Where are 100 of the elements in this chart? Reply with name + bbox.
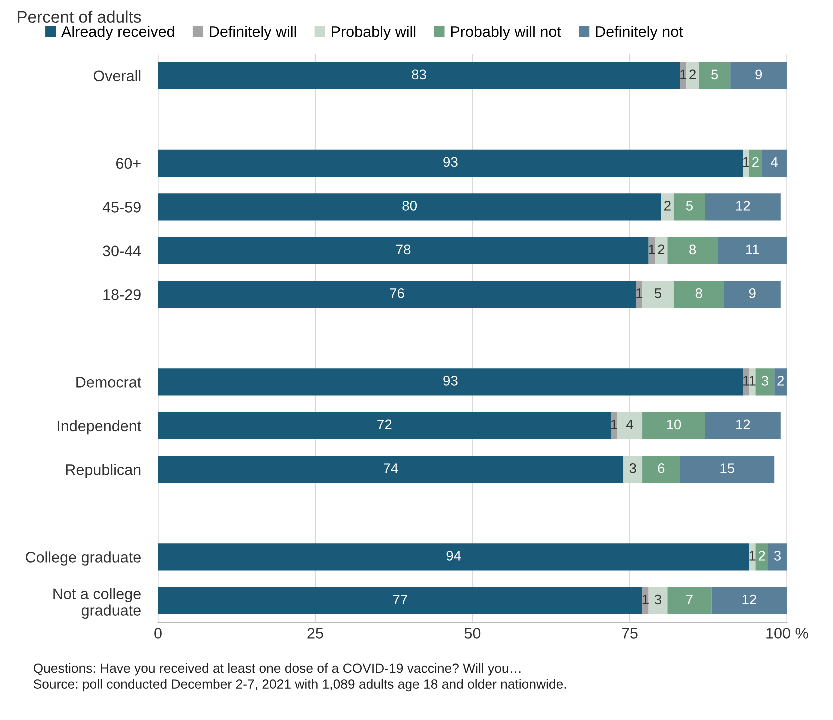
bar bbox=[158, 544, 750, 571]
data-label: 1 bbox=[744, 157, 750, 167]
data-label: 10 bbox=[667, 420, 682, 430]
data-label: 9 bbox=[749, 288, 756, 298]
data-label: 1 bbox=[636, 288, 643, 298]
bar bbox=[743, 368, 750, 396]
y-tick-label: Not a college graduate bbox=[54, 588, 141, 619]
data-label: 12 bbox=[736, 201, 750, 211]
bar bbox=[636, 281, 643, 308]
data-label: 3 bbox=[654, 594, 662, 605]
source-note: Source: poll conducted December 2-7, 2021 with 1,089 adults age 18 and older nationwide. bbox=[34, 679, 566, 692]
bar bbox=[680, 456, 775, 484]
bar bbox=[617, 412, 643, 440]
y-tick-label: 30-44 bbox=[103, 246, 142, 257]
data-label: 9 bbox=[756, 70, 762, 80]
data-label: 6 bbox=[658, 464, 665, 474]
bar bbox=[743, 150, 750, 177]
bar bbox=[724, 281, 781, 308]
bar bbox=[158, 456, 624, 484]
x-tick-label: 25 bbox=[308, 628, 324, 639]
y-tick-label: 45-59 bbox=[102, 202, 141, 213]
bar bbox=[158, 194, 662, 221]
data-label: 8 bbox=[696, 288, 702, 298]
y-tick-label: 18-29 bbox=[104, 290, 141, 300]
legend-label: Probably will not bbox=[451, 26, 562, 40]
bar bbox=[624, 456, 643, 484]
data-label: 5 bbox=[686, 201, 693, 211]
data-label: 94 bbox=[446, 551, 462, 561]
bar bbox=[158, 62, 680, 90]
legend-label: Definitely will bbox=[210, 26, 296, 40]
data-label: 72 bbox=[378, 420, 392, 430]
chart-subtitle: Percent of adults bbox=[18, 10, 142, 24]
bar bbox=[705, 412, 781, 440]
bar bbox=[158, 237, 649, 264]
data-label: 80 bbox=[402, 201, 418, 211]
y-tick-label: Overall bbox=[94, 70, 141, 82]
bar bbox=[774, 368, 788, 396]
bar bbox=[648, 587, 668, 614]
data-label: 12 bbox=[736, 420, 750, 430]
bar bbox=[756, 544, 768, 571]
data-label: 3 bbox=[774, 551, 782, 561]
data-label: 77 bbox=[393, 594, 408, 605]
data-label: 2 bbox=[758, 551, 766, 561]
data-label: 4 bbox=[771, 157, 778, 167]
bar bbox=[749, 150, 762, 177]
bar bbox=[158, 412, 612, 440]
bar bbox=[768, 544, 788, 571]
data-label: 2 bbox=[690, 70, 696, 80]
legend-label: Already received bbox=[62, 26, 174, 40]
data-label: 15 bbox=[720, 464, 735, 474]
data-label: 12 bbox=[742, 594, 756, 605]
y-tick-label: Independent bbox=[58, 420, 142, 435]
bar bbox=[158, 587, 643, 614]
data-label: 5 bbox=[654, 288, 662, 298]
data-label: 2 bbox=[658, 244, 665, 254]
bar bbox=[705, 194, 781, 221]
bar bbox=[661, 194, 674, 221]
bar bbox=[699, 62, 731, 90]
bar bbox=[718, 237, 788, 264]
data-label: 93 bbox=[444, 157, 458, 168]
data-label: 93 bbox=[444, 376, 458, 386]
data-label: 5 bbox=[712, 70, 718, 80]
data-label: 4 bbox=[626, 420, 634, 430]
bar bbox=[730, 62, 788, 90]
bar bbox=[756, 368, 775, 396]
x-tick-label: 50 bbox=[464, 628, 481, 639]
data-label: 1 bbox=[611, 420, 618, 430]
bar bbox=[642, 587, 649, 614]
data-label: 7 bbox=[686, 594, 693, 605]
data-label: 74 bbox=[384, 464, 398, 474]
bar bbox=[158, 150, 744, 177]
data-label: 1 bbox=[744, 376, 750, 386]
data-label: 1 bbox=[642, 594, 649, 605]
data-label: 2 bbox=[752, 157, 759, 167]
y-tick-label: Republican bbox=[66, 464, 141, 478]
text: Questions: Have you received at least one dose of a COVID-19 vaccine? Will you… bbox=[34, 663, 521, 676]
y-tick-label: Democrat bbox=[76, 377, 142, 388]
data-label: 76 bbox=[390, 288, 404, 298]
bar bbox=[158, 281, 636, 308]
x-tick-label: 75 bbox=[622, 628, 638, 639]
y-tick-label: 60+ bbox=[116, 158, 141, 170]
data-label: 2 bbox=[778, 376, 784, 386]
bar bbox=[642, 281, 674, 308]
data-label: 1 bbox=[750, 551, 756, 561]
bar bbox=[642, 456, 680, 484]
bar bbox=[611, 412, 618, 440]
data-label: 1 bbox=[680, 70, 687, 80]
data-label: 3 bbox=[762, 376, 768, 386]
bar bbox=[762, 150, 788, 177]
data-label: 2 bbox=[664, 201, 671, 211]
x-tick-label: 100 % bbox=[766, 628, 808, 639]
bar bbox=[674, 194, 706, 221]
data-label: 1 bbox=[750, 376, 756, 386]
bar bbox=[712, 587, 788, 614]
x-tick-label: 0 bbox=[154, 628, 162, 639]
data-label: 78 bbox=[396, 244, 411, 255]
bar bbox=[642, 412, 706, 440]
legend-label: Probably will bbox=[332, 26, 416, 40]
y-tick-label: College graduate bbox=[26, 552, 141, 566]
bar bbox=[655, 237, 668, 264]
